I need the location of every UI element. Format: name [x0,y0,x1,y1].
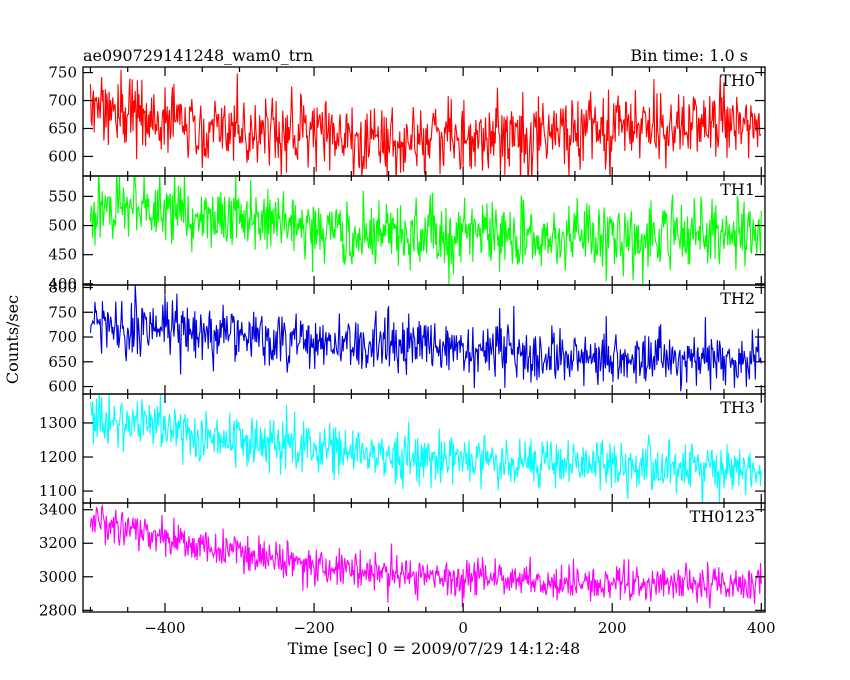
y-tick-label: 650 [48,119,77,137]
y-tick-label: 700 [48,92,77,110]
panel-th3: 1100 1200 1300 TH3 [39,393,766,504]
panel-th1: 400 450 500 550 TH1 [48,175,766,293]
series-line-th0123 [89,503,762,609]
series-label-th3: TH3 [720,398,755,417]
y-tick-label: 700 [48,328,77,346]
series-label-th0: TH0 [720,71,755,90]
panel-th2: 600 650 700 750 800 TH2 [48,278,766,396]
panels: 600 650 700 750 TH0 400 450 500 550 TH1 600 650 700 7… [39,64,776,637]
y-tick-label: 3200 [39,534,77,552]
y-tick-label: 600 [48,378,77,396]
y-tick-label: 600 [48,147,77,165]
y-tick-label: 650 [48,353,77,371]
y-tick-label: 750 [48,303,77,321]
y-tick-label: 450 [48,246,77,264]
y-tick-label: 1300 [39,414,77,432]
y-tick-label: 2800 [39,601,77,619]
y-tick-label: 400 [48,275,77,293]
x-tick-label: −200 [293,619,334,637]
series-line-th3 [89,394,762,503]
y-tick-label: 3000 [39,568,77,586]
series-label-th0123: TH0123 [690,507,755,526]
series-line-th2 [89,285,762,392]
y-tick-label: 750 [48,64,77,82]
x-axis-label: Time [sec] 0 = 2009/07/29 14:12:48 [288,639,581,658]
y-tick-label: 1200 [39,448,77,466]
y-tick-label: 3400 [39,501,77,519]
panel-th0123: 2800 3000 3200 3400 TH0123 [39,501,766,619]
x-axis-tick-labels: −400 −200 0 200 400 [144,619,775,637]
y-axis-label: Counts/sec [3,295,22,384]
x-tick-label: 200 [598,619,627,637]
chart-title: ae090729141248_wam0_trn [83,46,313,65]
y-tick-label: 500 [48,217,77,235]
x-tick-label: −400 [144,619,185,637]
series-label-th2: TH2 [720,289,755,308]
series-label-th1: TH1 [720,180,755,199]
y-tick-label: 800 [48,278,77,296]
series-line-th0 [89,69,762,176]
panel-frame [82,502,766,613]
series-line-th1 [89,176,762,285]
y-tick-label: 550 [48,187,77,205]
x-tick-label: 400 [747,619,776,637]
y-tick-label: 1100 [39,482,77,500]
x-tick-label: 0 [458,619,468,637]
bin-time-label: Bin time: 1.0 s [630,46,748,65]
